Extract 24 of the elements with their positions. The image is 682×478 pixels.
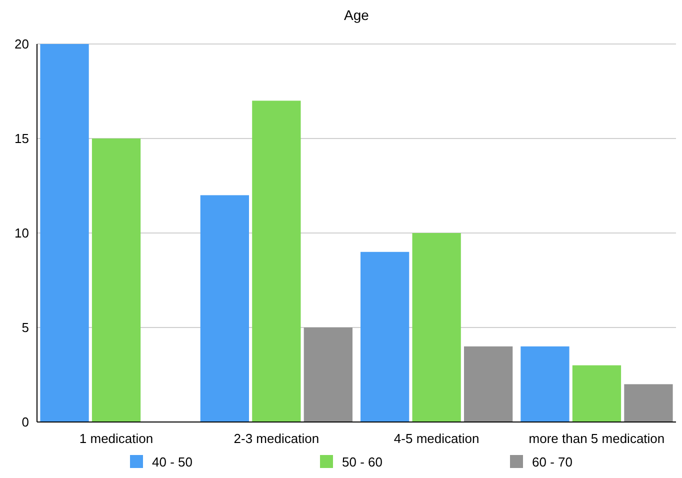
bar — [304, 328, 352, 422]
bar — [412, 233, 461, 422]
legend-label: 50 - 60 — [342, 454, 382, 470]
bar — [200, 195, 249, 422]
x-tick-label: 2-3 medication — [234, 431, 320, 446]
legend-label: 60 - 70 — [532, 454, 572, 470]
legend-label: 40 - 50 — [152, 454, 192, 470]
x-tick-label: 4-5 medication — [394, 431, 480, 446]
y-tick-label: 10 — [14, 226, 29, 241]
bar — [624, 384, 673, 422]
bar — [92, 138, 141, 422]
x-tick-label: 1 medication — [79, 431, 154, 446]
bar — [520, 346, 570, 422]
bar — [40, 44, 89, 422]
chart-title: Age — [344, 7, 370, 23]
y-tick-label: 20 — [14, 36, 29, 52]
y-tick-label: 15 — [14, 131, 29, 146]
bar — [252, 100, 301, 422]
x-tick-label: more than 5 medication — [528, 431, 665, 446]
bar — [360, 252, 410, 422]
bar — [572, 365, 622, 422]
bar — [464, 346, 513, 422]
y-tick-label: 5 — [22, 320, 29, 336]
y-tick-label: 0 — [22, 414, 29, 430]
